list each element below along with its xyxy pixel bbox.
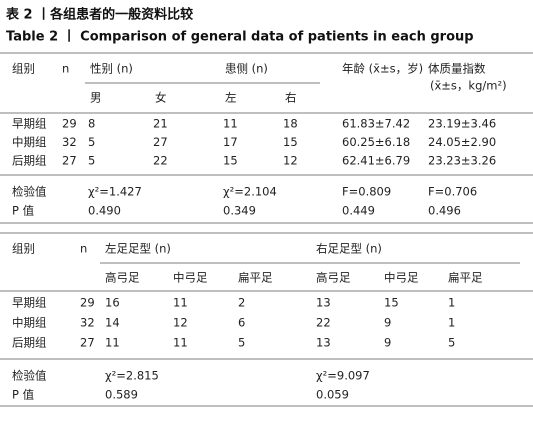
stat-cell: 0.589 xyxy=(105,388,138,402)
cell: 早期组 xyxy=(12,296,47,310)
cell: 32 xyxy=(62,135,77,149)
cell: 29 xyxy=(62,117,77,131)
stat-cell: 检验值 xyxy=(12,369,47,383)
sub-header: 扁平足 xyxy=(448,271,483,285)
cell: 27 xyxy=(153,135,168,149)
sub-header: 右 xyxy=(285,91,297,105)
cell: 62.41±6.79 xyxy=(342,154,410,168)
column-header: 性别 (n) xyxy=(90,62,133,76)
sub-header: 中弓足 xyxy=(384,271,419,285)
cell: 60.25±6.18 xyxy=(342,135,410,149)
cell: 24.05±2.90 xyxy=(428,135,496,149)
sub-header: 女 xyxy=(155,91,167,105)
stat-cell: P 值 xyxy=(12,388,35,402)
cell: 中期组 xyxy=(12,135,47,149)
cell: 15 xyxy=(283,135,298,149)
cell: 13 xyxy=(316,296,331,310)
sub-header: 扁平足 xyxy=(238,271,273,285)
sub-header: 左 xyxy=(225,91,237,105)
stat-cell: F=0.809 xyxy=(342,185,391,199)
column-header: 组别 xyxy=(12,62,35,76)
cell: 61.83±7.42 xyxy=(342,117,410,131)
stat-cell: χ²=1.427 xyxy=(88,185,142,199)
cell: 1 xyxy=(448,296,455,310)
cell: 22 xyxy=(316,316,331,330)
cell: 23.23±3.26 xyxy=(428,154,496,168)
column-header: 体质量指数 xyxy=(428,62,486,76)
cell: 15 xyxy=(384,296,399,310)
column-header: 患侧 (n) xyxy=(225,62,268,76)
sub-header: 中弓足 xyxy=(173,271,208,285)
cell: 18 xyxy=(283,117,298,131)
cell: 23.19±3.46 xyxy=(428,117,496,131)
stat-cell: 0.449 xyxy=(342,204,375,218)
column-header: 组别 xyxy=(12,242,35,256)
column-header: 年龄 (x̄±s，岁) xyxy=(342,62,423,76)
stat-cell: 0.349 xyxy=(223,204,256,218)
cell: 11 xyxy=(105,336,120,350)
stat-cell: χ²=2.815 xyxy=(105,369,159,383)
cell: 27 xyxy=(62,154,77,168)
cell: 中期组 xyxy=(12,316,47,330)
cell: 11 xyxy=(223,117,238,131)
sub-header: 高弓足 xyxy=(105,271,140,285)
column-header: 右足足型 (n) xyxy=(316,242,382,256)
cell: 16 xyxy=(105,296,120,310)
column-header: n xyxy=(62,62,69,76)
cell: 12 xyxy=(173,316,188,330)
cell: 8 xyxy=(88,117,95,131)
stat-cell: 0.490 xyxy=(88,204,121,218)
title-en: Table 2 丨 Comparison of general data of … xyxy=(6,30,474,45)
sub-header: 高弓足 xyxy=(316,271,351,285)
cell: 早期组 xyxy=(12,117,47,131)
cell: 5 xyxy=(88,154,95,168)
stat-cell: F=0.706 xyxy=(428,185,477,199)
cell: 1 xyxy=(448,316,455,330)
cell: 13 xyxy=(316,336,331,350)
cell: 12 xyxy=(283,154,298,168)
cell: 14 xyxy=(105,316,120,330)
cell: 9 xyxy=(384,336,391,350)
stat-cell: P 值 xyxy=(12,204,35,218)
stat-cell: 0.059 xyxy=(316,388,349,402)
cell: 11 xyxy=(173,336,188,350)
cell: 22 xyxy=(153,154,168,168)
cell: 29 xyxy=(80,296,95,310)
cell: 5 xyxy=(88,135,95,149)
cell: 后期组 xyxy=(12,336,47,350)
title-cn: 表 2 丨各组患者的一般资料比较 xyxy=(5,7,193,23)
cell: 15 xyxy=(223,154,238,168)
column-header: n xyxy=(80,242,87,256)
cell: 5 xyxy=(238,336,245,350)
cell: 17 xyxy=(223,135,238,149)
cell: 32 xyxy=(80,316,95,330)
cell: 2 xyxy=(238,296,245,310)
cell: 5 xyxy=(448,336,455,350)
cell: 后期组 xyxy=(12,154,47,168)
sub-header: 男 xyxy=(90,91,102,105)
stat-cell: 检验值 xyxy=(12,185,47,199)
stat-cell: χ²=9.097 xyxy=(316,369,370,383)
column-header: (x̄±s，kg/m²) xyxy=(430,79,507,93)
cell: 11 xyxy=(173,296,188,310)
cell: 9 xyxy=(384,316,391,330)
cell: 27 xyxy=(80,336,95,350)
stat-cell: χ²=2.104 xyxy=(223,185,277,199)
column-header: 左足足型 (n) xyxy=(105,242,171,256)
cell: 21 xyxy=(153,117,168,131)
stat-cell: 0.496 xyxy=(428,204,461,218)
cell: 6 xyxy=(238,316,245,330)
